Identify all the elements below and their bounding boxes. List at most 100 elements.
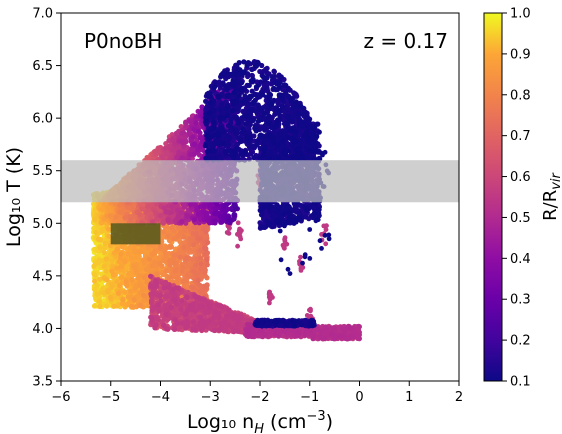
- data-point: [106, 233, 112, 239]
- data-point: [161, 229, 167, 235]
- data-point: [184, 273, 191, 279]
- data-point: [120, 297, 126, 303]
- data-point: [141, 274, 147, 280]
- data-point: [144, 279, 150, 285]
- data-point: [168, 244, 174, 250]
- data-point: [104, 303, 110, 309]
- data-point: [122, 289, 128, 295]
- data-point: [133, 266, 139, 272]
- data-point: [127, 244, 133, 250]
- data-point: [183, 256, 189, 262]
- data-point: [95, 260, 101, 266]
- data-point: [137, 212, 143, 218]
- data-point: [163, 268, 169, 274]
- data-point: [170, 258, 177, 264]
- data-point: [137, 266, 143, 272]
- data-point: [197, 255, 204, 261]
- data-point: [103, 256, 110, 262]
- data-point: [193, 224, 200, 231]
- data-point: [118, 251, 124, 257]
- data-point: [94, 291, 100, 297]
- data-point: [102, 201, 108, 207]
- data-point: [156, 255, 162, 261]
- data-point: [102, 244, 108, 250]
- data-point: [97, 244, 103, 250]
- data-point: [91, 272, 98, 278]
- data-point: [195, 277, 201, 283]
- data-point: [97, 298, 103, 304]
- data-point: [169, 225, 175, 231]
- data-point: [118, 255, 124, 261]
- data-point: [138, 282, 144, 288]
- data-point: [99, 206, 105, 212]
- data-point: [112, 201, 118, 207]
- data-point: [97, 276, 103, 282]
- data-point: [203, 246, 209, 252]
- data-point: [137, 302, 143, 308]
- data-point: [146, 256, 153, 262]
- data-point: [105, 289, 111, 295]
- data-point: [169, 274, 175, 280]
- data-point: [126, 270, 132, 276]
- data-point: [181, 234, 187, 240]
- data-point: [138, 248, 145, 255]
- data-point: [193, 262, 199, 268]
- data-point: [191, 268, 197, 274]
- data-point: [114, 279, 120, 285]
- data-point: [174, 274, 180, 281]
- data-point: [149, 251, 155, 257]
- data-point: [92, 287, 98, 293]
- data-point: [101, 250, 107, 256]
- data-point: [204, 256, 210, 263]
- data-point: [150, 243, 156, 249]
- data-point: [129, 303, 135, 309]
- data-point: [91, 303, 98, 309]
- data-point: [109, 284, 115, 290]
- data-point: [114, 265, 120, 271]
- data-point: [145, 208, 151, 214]
- data-point: [109, 268, 115, 274]
- data-point: [142, 259, 148, 265]
- data-point: [140, 292, 147, 298]
- data-point: [198, 261, 204, 267]
- data-point: [117, 283, 123, 289]
- data-point: [197, 236, 203, 242]
- data-point: [177, 254, 183, 260]
- data-point: [157, 260, 163, 267]
- data-point: [203, 229, 209, 235]
- data-point: [189, 284, 195, 290]
- data-point: [125, 251, 131, 257]
- data-point: [128, 217, 134, 223]
- data-point: [95, 236, 102, 242]
- data-point: [172, 252, 178, 258]
- data-point: [99, 228, 105, 234]
- data-point: [146, 267, 152, 274]
- data-point: [137, 273, 143, 279]
- data-point: [122, 258, 128, 265]
- data-point: [191, 242, 197, 248]
- data-point: [202, 251, 208, 257]
- data-point: [158, 213, 164, 219]
- data-point: [159, 154, 165, 160]
- data-point: [97, 303, 103, 310]
- data-point: [172, 268, 178, 274]
- data-point: [92, 216, 98, 222]
- data-point: [107, 294, 113, 300]
- data-point: [109, 258, 115, 264]
- data-point: [119, 274, 125, 280]
- data-point: [166, 237, 172, 244]
- data-point: [102, 240, 108, 246]
- data-point: [132, 249, 138, 255]
- data-point: [204, 262, 210, 268]
- data-point: [165, 233, 171, 239]
- data-point: [108, 243, 114, 249]
- data-point: [179, 268, 185, 274]
- data-point: [162, 250, 168, 256]
- data-point: [105, 205, 111, 211]
- data-point: [113, 214, 119, 220]
- data-point: [107, 213, 114, 219]
- data-point: [181, 278, 187, 284]
- data-point: [204, 239, 210, 246]
- data-point: [129, 255, 135, 261]
